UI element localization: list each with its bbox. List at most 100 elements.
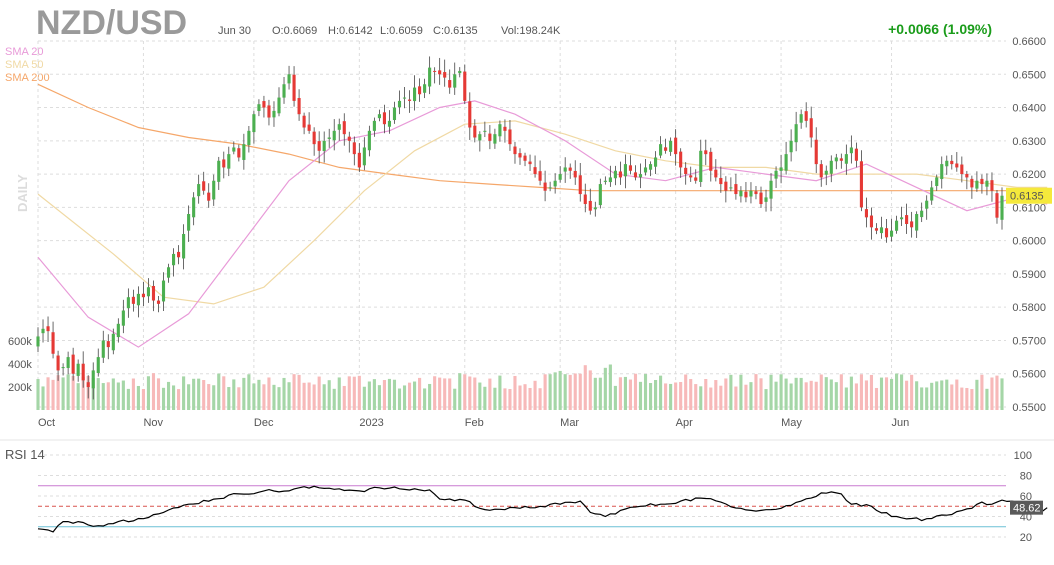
candle-body <box>970 178 974 188</box>
candle-body <box>643 167 648 173</box>
candle-body <box>633 172 638 178</box>
candle <box>367 125 371 157</box>
candle <box>709 147 713 182</box>
volume-bar <box>468 376 472 410</box>
time-axis: Oct Nov Dec 2023 Feb Mar Apr May Jun <box>38 417 909 429</box>
candle-body <box>523 155 527 161</box>
candle <box>242 133 246 170</box>
candle <box>844 144 848 175</box>
volume-bar <box>900 374 904 410</box>
candle-body <box>407 99 412 101</box>
candle-body <box>729 187 733 189</box>
volume-bar <box>689 379 693 410</box>
candle-body <box>96 357 100 373</box>
candle-body <box>598 184 602 206</box>
volume-bar <box>643 374 648 410</box>
bar-volume: Vol:198.24K <box>501 25 561 37</box>
volume-bar <box>503 388 507 410</box>
candle <box>247 125 251 153</box>
candle <box>794 111 798 152</box>
candle <box>136 286 140 318</box>
volume-bar <box>146 376 151 410</box>
volume-bar <box>829 379 833 410</box>
volume-bar <box>985 388 989 410</box>
candle <box>397 90 402 115</box>
candle-body <box>232 147 236 152</box>
candle <box>719 166 723 193</box>
volume-bar <box>106 382 110 410</box>
candle <box>829 155 833 183</box>
candle-body <box>262 101 266 108</box>
volume-bar <box>548 374 552 410</box>
candle-body <box>116 323 120 338</box>
candle <box>433 67 437 84</box>
volume-bar <box>583 365 587 410</box>
volume-bar <box>177 389 181 410</box>
candle-body <box>503 126 507 131</box>
candle-body <box>247 130 251 146</box>
candle <box>197 174 201 204</box>
candle-body <box>548 187 552 189</box>
candle <box>86 375 90 399</box>
volume-bar <box>930 382 934 410</box>
candle <box>46 316 50 343</box>
candle <box>237 144 241 162</box>
candle-body <box>212 180 216 200</box>
last-price-tag: 0.6135 <box>1006 187 1052 204</box>
candle <box>443 59 447 87</box>
volume-bar <box>633 373 638 410</box>
candle-body <box>558 174 562 180</box>
volume-bar <box>41 386 45 410</box>
volume-bar <box>709 387 713 410</box>
candle <box>187 205 191 242</box>
candle-body <box>222 159 226 168</box>
volume-bar <box>945 379 949 410</box>
candle <box>322 131 326 163</box>
candle-body <box>257 104 261 111</box>
candle-body <box>46 326 50 332</box>
candle-body <box>583 194 587 205</box>
volume-bar <box>975 379 979 410</box>
candle <box>769 173 773 212</box>
candle-body <box>51 332 55 354</box>
candle <box>91 362 95 400</box>
candle <box>76 359 80 382</box>
candle <box>81 351 85 388</box>
candle-body <box>543 182 547 191</box>
volume-bar <box>121 380 125 410</box>
candle <box>307 112 311 134</box>
candle-body <box>1000 195 1004 220</box>
sma200-line <box>37 83 1048 192</box>
candle <box>905 203 909 234</box>
candle-body <box>794 124 798 143</box>
candle-body <box>332 130 336 141</box>
candle-body <box>915 214 919 231</box>
volume-bar <box>669 383 673 410</box>
rsi-levels <box>38 485 1006 528</box>
volume-bar <box>995 375 999 410</box>
price-axis: 0.6600 0.6500 0.6400 0.6300 0.6200 0.6100 0.60… <box>1012 36 1046 414</box>
candle-body <box>362 147 366 166</box>
candle-body <box>91 370 95 389</box>
candle <box>955 152 959 172</box>
candle <box>166 263 171 283</box>
candle-body <box>202 181 206 191</box>
volume-bar <box>166 381 171 410</box>
candle <box>578 163 582 202</box>
volume-bar <box>347 376 351 410</box>
candle-body <box>337 124 341 130</box>
legend-sma20: SMA 20 <box>5 46 44 58</box>
candle <box>583 183 587 213</box>
candle-body <box>724 181 728 191</box>
candle-body <box>739 190 743 197</box>
candle <box>387 110 392 134</box>
candle <box>498 120 502 142</box>
candle <box>679 148 683 178</box>
candle-body <box>166 267 171 278</box>
candle-body <box>71 354 75 374</box>
candle <box>930 180 934 205</box>
time-tick-label: Oct <box>38 417 55 429</box>
candle-body <box>799 114 803 123</box>
volume-bar <box>367 381 371 410</box>
volume-bar <box>237 387 241 410</box>
